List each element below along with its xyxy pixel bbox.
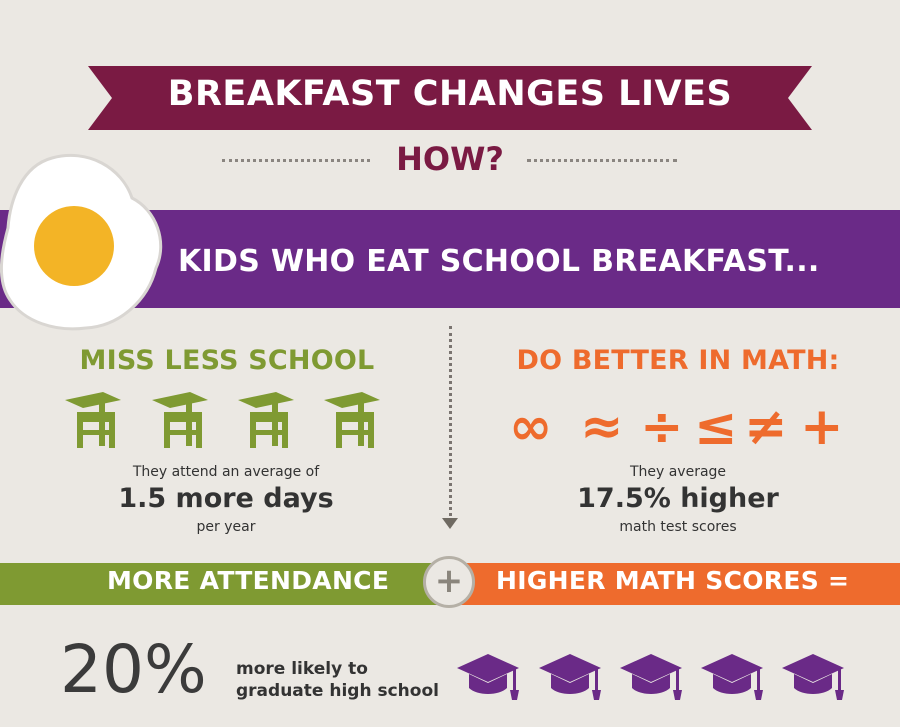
dotted-rule-right xyxy=(527,159,677,162)
attendance-unit: per year xyxy=(196,519,256,535)
plus-icon: + xyxy=(800,397,844,457)
title-ribbon xyxy=(88,66,812,130)
school-desk-icon xyxy=(324,392,380,448)
better-in-math-heading: DO BETTER IN MATH: xyxy=(516,345,840,376)
vertical-divider xyxy=(449,326,452,516)
plus-operator: + xyxy=(423,556,475,608)
graduation-description: more likely to graduate high school xyxy=(236,658,439,702)
banner-text: KIDS WHO EAT SCHOOL BREAKFAST... xyxy=(178,244,820,279)
graduation-cap-icon xyxy=(620,654,682,700)
higher-math-scores-label: HIGHER MATH SCORES = xyxy=(496,566,850,595)
school-desk-icon xyxy=(65,392,121,448)
dotted-rule-left xyxy=(222,159,370,162)
arrow-down-icon xyxy=(442,518,458,529)
less-equal-icon: ≤ xyxy=(694,397,738,457)
math-unit: math test scores xyxy=(619,519,737,535)
graduation-cap-icon xyxy=(539,654,601,700)
math-intro: They average xyxy=(629,464,727,480)
school-desk-icon xyxy=(152,392,208,448)
not-equal-icon: ≠ xyxy=(744,397,788,457)
approx-equal-icon: ≈ xyxy=(580,397,624,457)
attendance-bar xyxy=(0,563,450,605)
graduation-cap-icon xyxy=(782,654,844,700)
infinity-icon: ∞ xyxy=(509,397,553,457)
page-title: BREAKFAST CHANGES LIVES xyxy=(167,74,733,114)
math-scores-bar xyxy=(450,563,900,605)
miss-less-school-heading: MISS LESS SCHOOL xyxy=(79,345,375,376)
attendance-intro: They attend an average of xyxy=(132,464,320,480)
divide-icon: ÷ xyxy=(640,397,684,457)
math-stat: 17.5% higher xyxy=(577,483,779,514)
attendance-stat: 1.5 more days xyxy=(118,483,334,514)
school-desk-icon xyxy=(238,392,294,448)
subtitle: HOW? xyxy=(396,140,504,178)
graduation-line-1: more likely to xyxy=(236,659,368,679)
more-attendance-label: MORE ATTENDANCE xyxy=(107,566,390,595)
fried-egg-icon xyxy=(0,153,163,331)
graduation-line-2: graduate high school xyxy=(236,681,439,701)
graduation-cap-icon xyxy=(457,654,519,700)
graduation-percent: 20% xyxy=(60,631,207,708)
graduation-cap-icon xyxy=(701,654,763,700)
